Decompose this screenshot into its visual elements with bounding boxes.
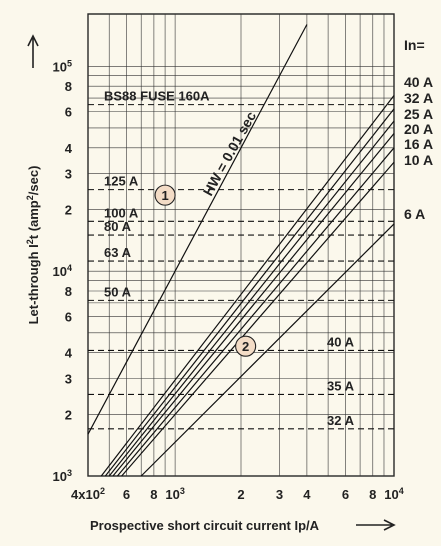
series-line [104, 108, 395, 477]
series-line [121, 161, 395, 477]
y-tick-label: 4 [65, 346, 73, 361]
series-line [112, 133, 395, 477]
x-tick-label: 4 [303, 487, 311, 502]
fuse-label: 35 A [327, 378, 355, 393]
fuse-label: BS88 FUSE 160A [104, 89, 210, 104]
x-tick-label: 103 [165, 486, 184, 502]
x-tick-label: 104 [384, 486, 403, 502]
marker-label: 1 [161, 188, 168, 203]
series-line [116, 147, 395, 477]
y-tick-label: 104 [53, 263, 72, 279]
series-line [140, 223, 395, 477]
x-axis-label: Prospective short circuit current Ip/A [90, 518, 320, 533]
y-axis-arrow [27, 34, 39, 68]
marker-circle [235, 335, 257, 357]
x-tick-labels: 4x102 6 8 103 2 3 4 6 8 104 [71, 486, 404, 502]
series-labels: 40 A32 A25 A20 A16 A10 A 6 A [404, 74, 433, 222]
y-axis-label: Let-through I2t (amp2/sec) [25, 166, 41, 325]
series-label: 16 A [404, 136, 433, 152]
x-tick-label: 2 [237, 487, 244, 502]
y-tick-label: 2 [65, 202, 72, 217]
y-tick-label: 8 [65, 79, 72, 94]
series-label: 40 A [404, 74, 433, 90]
marker-circle [154, 184, 176, 206]
x-tick-label: 8 [369, 487, 376, 502]
series-label: 25 A [404, 106, 433, 122]
fuse-label: 80 A [104, 219, 132, 234]
x-axis-arrow [356, 519, 396, 531]
series-label: 32 A [404, 90, 433, 106]
x-tick-label: 8 [150, 487, 157, 502]
x-tick-label: 6 [342, 487, 349, 502]
grid [87, 14, 395, 477]
y-tick-label: 4 [65, 141, 73, 156]
y-tick-label: 8 [65, 284, 72, 299]
y-tick-label: 2 [65, 407, 72, 422]
series-label: 20 A [404, 121, 433, 137]
y-tick-labels: 103 2 3 4 6 8 104 2 3 4 6 8 105 [53, 58, 73, 484]
series-label: 10 A [404, 152, 433, 168]
y-tick-label: 3 [65, 371, 72, 386]
fuse-label: 40 A [327, 334, 355, 349]
fuse-lines: BS88 FUSE 160A 125 A 100 A80 A 63 A 50 A 40 A… [88, 89, 394, 430]
fuse-label: 125 A [104, 174, 139, 189]
in-header: In= [404, 37, 425, 53]
series-label: 6 A [404, 206, 425, 222]
y-tick-label: 105 [53, 58, 72, 74]
marker-label: 2 [242, 339, 249, 354]
hw-label: HW = 0.01 sec [200, 108, 260, 198]
markers: 12 [154, 184, 257, 357]
y-tick-label: 103 [53, 468, 72, 484]
fuse-label: 100 A [104, 205, 139, 220]
x-tick-label: 3 [276, 487, 283, 502]
series-line [108, 120, 395, 477]
hw-line [87, 24, 308, 435]
series-line [100, 95, 395, 477]
fuse-label: 63 A [104, 245, 132, 260]
x-tick-label: 6 [123, 487, 130, 502]
y-tick-label: 6 [65, 105, 72, 120]
x-tick-label: 4x102 [71, 486, 105, 502]
fuse-label: 32 A [327, 413, 355, 428]
y-tick-label: 6 [65, 310, 72, 325]
fuse-label: 50 A [104, 284, 132, 299]
y-tick-label: 3 [65, 166, 72, 181]
